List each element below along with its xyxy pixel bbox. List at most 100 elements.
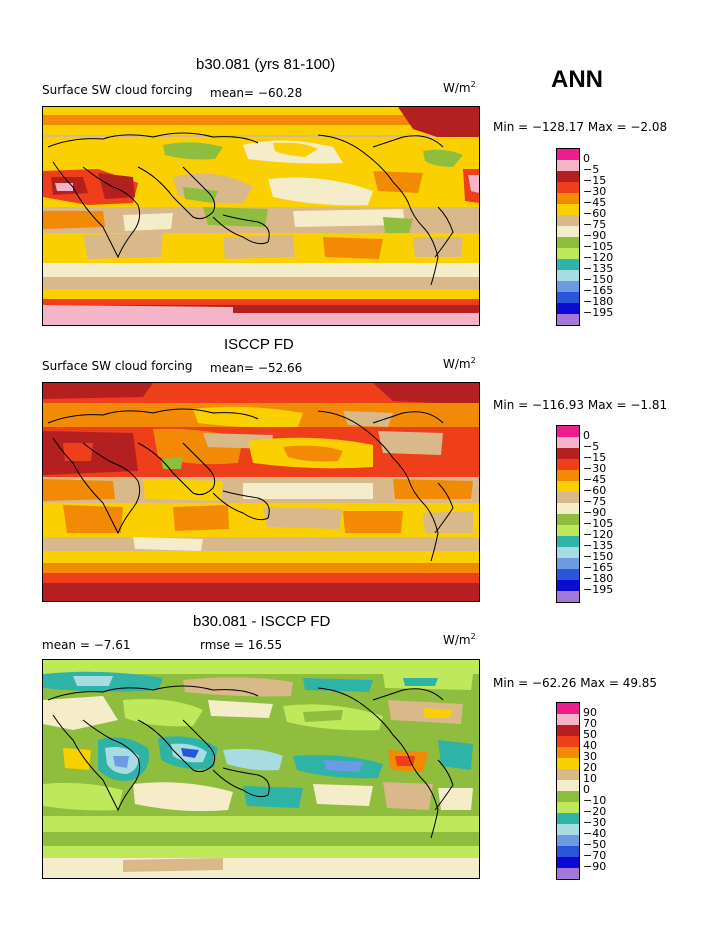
panel1-variable: Surface SW cloud forcing — [42, 83, 193, 97]
colorbar-label: −195 — [583, 306, 614, 319]
colorbar-label: −30 — [583, 462, 607, 475]
colorbar-swatch — [557, 270, 579, 281]
colorbar-label: −70 — [583, 849, 607, 862]
colorbar-label: 0 — [583, 152, 590, 165]
panel1-colorbar — [556, 148, 580, 326]
colorbar-label: −195 — [583, 583, 614, 596]
panel2-minmax: Min = −116.93 Max = −1.81 — [493, 398, 668, 412]
colorbar-label: −105 — [583, 240, 614, 253]
colorbar-swatch — [557, 149, 579, 160]
colorbar-label: 20 — [583, 761, 597, 774]
colorbar-swatch — [557, 747, 579, 758]
colorbar-label: 70 — [583, 717, 597, 730]
panel3-units: W/m2 — [443, 632, 476, 647]
panel3-title: b30.081 - ISCCP FD — [193, 613, 331, 630]
colorbar-label: −10 — [583, 794, 607, 807]
colorbar-swatch — [557, 248, 579, 259]
panel2-mean: mean= −52.66 — [210, 361, 303, 375]
colorbar-swatch — [557, 448, 579, 459]
colorbar-swatch — [557, 314, 579, 325]
colorbar-label: −20 — [583, 805, 607, 818]
colorbar-label: −120 — [583, 251, 614, 264]
colorbar-swatch — [557, 204, 579, 215]
colorbar-swatch — [557, 303, 579, 314]
panel2-title: ISCCP FD — [224, 336, 294, 353]
colorbar-label: 50 — [583, 728, 597, 741]
colorbar-label: −90 — [583, 860, 607, 873]
colorbar-swatch — [557, 714, 579, 725]
colorbar-label: −120 — [583, 528, 614, 541]
colorbar-label: 30 — [583, 750, 597, 763]
colorbar-label: −75 — [583, 495, 607, 508]
colorbar-label: −5 — [583, 440, 600, 453]
colorbar-label: −45 — [583, 196, 607, 209]
colorbar-swatch — [557, 281, 579, 292]
panel1-mean: mean= −60.28 — [210, 86, 303, 100]
colorbar-swatch — [557, 237, 579, 248]
colorbar-swatch — [557, 437, 579, 448]
panel1-minmax: Min = −128.17 Max = −2.08 — [493, 120, 668, 134]
colorbar-swatch — [557, 481, 579, 492]
colorbar-label: −135 — [583, 539, 614, 552]
colorbar-swatch — [557, 725, 579, 736]
colorbar-swatch — [557, 868, 579, 879]
panel3-rmse: rmse = 16.55 — [200, 638, 283, 652]
panel2-variable: Surface SW cloud forcing — [42, 359, 193, 373]
colorbar-label: −105 — [583, 517, 614, 530]
colorbar-label: 10 — [583, 772, 597, 785]
colorbar-label: −90 — [583, 229, 607, 242]
colorbar-swatch — [557, 780, 579, 791]
colorbar-label: −5 — [583, 163, 600, 176]
colorbar-label: −90 — [583, 506, 607, 519]
panel3-mean: mean = −7.61 — [42, 638, 131, 652]
colorbar-swatch — [557, 171, 579, 182]
colorbar-label: −135 — [583, 262, 614, 275]
colorbar-label: 0 — [583, 783, 590, 796]
colorbar-swatch — [557, 193, 579, 204]
panel3-map — [42, 659, 480, 879]
panel3-minmax: Min = −62.26 Max = 49.85 — [493, 676, 658, 690]
colorbar-swatch — [557, 758, 579, 769]
colorbar-swatch — [557, 226, 579, 237]
colorbar-swatch — [557, 259, 579, 270]
colorbar-swatch — [557, 492, 579, 503]
colorbar-label: −150 — [583, 273, 614, 286]
colorbar-label: −15 — [583, 174, 607, 187]
panel1-map — [42, 106, 480, 326]
colorbar-swatch — [557, 558, 579, 569]
colorbar-swatch — [557, 791, 579, 802]
colorbar-swatch — [557, 160, 579, 171]
colorbar-swatch — [557, 426, 579, 437]
colorbar-label: −15 — [583, 451, 607, 464]
colorbar-swatch — [557, 802, 579, 813]
colorbar-label: −60 — [583, 207, 607, 220]
colorbar-swatch — [557, 547, 579, 558]
colorbar-label: −180 — [583, 572, 614, 585]
colorbar-label: −45 — [583, 473, 607, 486]
colorbar-swatch — [557, 459, 579, 470]
panel1-title: b30.081 (yrs 81-100) — [196, 56, 336, 73]
colorbar-swatch — [557, 703, 579, 714]
colorbar-swatch — [557, 182, 579, 193]
colorbar-swatch — [557, 470, 579, 481]
colorbar-swatch — [557, 292, 579, 303]
colorbar-swatch — [557, 835, 579, 846]
colorbar-swatch — [557, 525, 579, 536]
panel2-units: W/m2 — [443, 356, 476, 371]
colorbar-swatch — [557, 591, 579, 602]
panel1-units: W/m2 — [443, 80, 476, 95]
panel2-map — [42, 382, 480, 602]
colorbar-swatch — [557, 769, 579, 780]
colorbar-label: −165 — [583, 284, 614, 297]
colorbar-swatch — [557, 536, 579, 547]
colorbar-label: 90 — [583, 706, 597, 719]
colorbar-swatch — [557, 846, 579, 857]
colorbar-label: 0 — [583, 429, 590, 442]
colorbar-label: −150 — [583, 550, 614, 563]
colorbar-label: −60 — [583, 484, 607, 497]
colorbar-label: −30 — [583, 185, 607, 198]
colorbar-swatch — [557, 736, 579, 747]
colorbar-label: 40 — [583, 739, 597, 752]
colorbar-swatch — [557, 857, 579, 868]
colorbar-label: −180 — [583, 295, 614, 308]
